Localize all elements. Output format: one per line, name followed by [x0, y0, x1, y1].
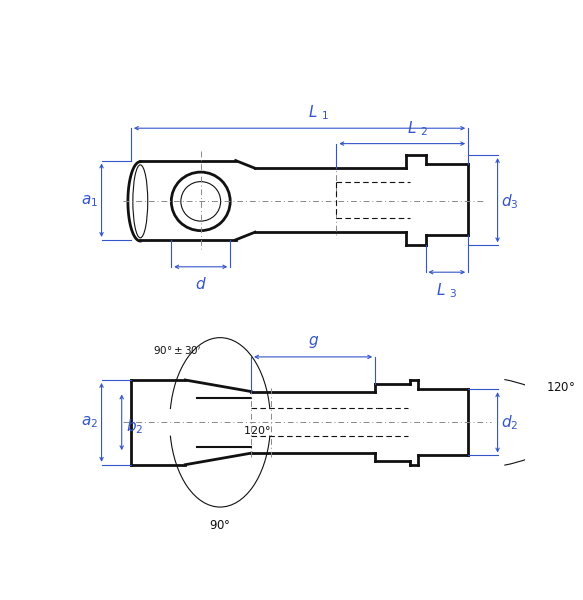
- Text: $a_2$: $a_2$: [80, 415, 98, 430]
- Text: $d_2$: $d_2$: [501, 413, 519, 432]
- Text: $90°$: $90°$: [209, 518, 231, 532]
- Text: $L\ _3$: $L\ _3$: [436, 281, 458, 300]
- Text: $a_1$: $a_1$: [80, 194, 98, 209]
- Text: $L\ _1$: $L\ _1$: [308, 103, 329, 122]
- Text: $d_3$: $d_3$: [501, 192, 519, 211]
- Text: $L\ _2$: $L\ _2$: [407, 119, 429, 138]
- Text: $120°$: $120°$: [546, 381, 575, 394]
- Text: $g$: $g$: [308, 334, 319, 350]
- Text: $120°$: $120°$: [243, 424, 271, 436]
- Text: $d$: $d$: [195, 276, 206, 292]
- Text: $90°\pm30'$: $90°\pm30'$: [153, 344, 202, 357]
- Text: $b_2$: $b_2$: [125, 417, 143, 436]
